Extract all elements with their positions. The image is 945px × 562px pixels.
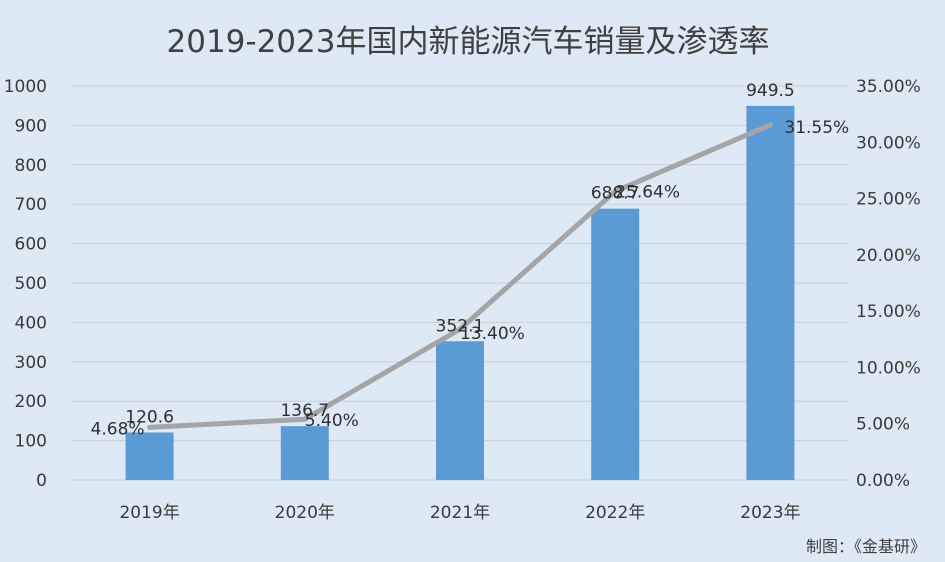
- line-value-label: 13.40%: [460, 324, 525, 344]
- source-note: 制图：《金基研》: [806, 537, 926, 556]
- line-point: [612, 188, 618, 194]
- bar-series: [125, 105, 795, 480]
- line-point: [767, 122, 773, 128]
- right-tick-label: 15.00%: [856, 302, 921, 322]
- bar: [746, 105, 795, 480]
- line-value-label: 31.55%: [784, 118, 849, 138]
- left-tick-label: 300: [15, 353, 47, 373]
- bar: [591, 208, 640, 480]
- bar-value-label: 120.6: [125, 407, 174, 427]
- left-tick-label: 200: [15, 392, 47, 412]
- left-tick-label: 700: [15, 195, 47, 215]
- bar: [280, 426, 329, 480]
- bar-value-label: 136.7: [280, 401, 329, 421]
- left-tick-label: 400: [15, 313, 47, 333]
- left-tick-label: 1000: [4, 77, 47, 97]
- line-series: [147, 122, 773, 430]
- bar-value-label: 688.7: [591, 184, 640, 204]
- right-tick-label: 35.00%: [856, 77, 921, 97]
- right-tick-label: 0.00%: [856, 471, 910, 491]
- left-tick-label: 600: [15, 235, 47, 255]
- x-axis-ticks: 2019年 2020年 2021年 2022年 2023年: [119, 503, 800, 523]
- bar: [436, 341, 484, 480]
- left-tick-label: 500: [15, 274, 47, 294]
- line-point: [457, 326, 463, 332]
- line-value-label: 5.40%: [305, 411, 359, 431]
- left-tick-label: 800: [15, 156, 47, 176]
- data-labels: 120.6 136.7 352.1 688.7 949.5 4.68% 5.40% 13.40…: [91, 81, 850, 439]
- x-tick-label: 2023年: [740, 503, 800, 523]
- left-axis-ticks: 0 100 200 300 400 500 600 700 800 900 1000: [4, 77, 47, 491]
- right-tick-label: 30.00%: [856, 133, 921, 153]
- right-tick-label: 10.00%: [856, 358, 921, 378]
- right-tick-label: 5.00%: [856, 415, 910, 435]
- bar: [125, 432, 174, 480]
- chart-title: 2019-2023年国内新能源汽车销量及渗透率: [167, 24, 770, 60]
- line-value-label: 25.64%: [615, 182, 680, 202]
- line-value-label: 4.68%: [91, 419, 145, 439]
- x-tick-label: 2020年: [275, 503, 335, 523]
- right-tick-label: 25.00%: [856, 190, 921, 210]
- right-axis-ticks: 0.00% 5.00% 10.00% 15.00% 20.00% 25.00% 30.00%…: [856, 77, 921, 491]
- right-tick-label: 20.00%: [856, 246, 921, 266]
- x-tick-label: 2019年: [119, 503, 179, 523]
- bar-value-label: 352.1: [436, 316, 485, 336]
- left-tick-label: 100: [15, 432, 47, 452]
- x-tick-label: 2021年: [430, 503, 490, 523]
- line-point: [302, 416, 308, 422]
- left-tick-label: 0: [36, 471, 47, 491]
- bar-value-label: 949.5: [746, 81, 795, 101]
- x-tick-label: 2022年: [585, 503, 645, 523]
- gridlines: [72, 85, 848, 481]
- line-point: [147, 424, 153, 430]
- left-tick-label: 900: [15, 116, 47, 136]
